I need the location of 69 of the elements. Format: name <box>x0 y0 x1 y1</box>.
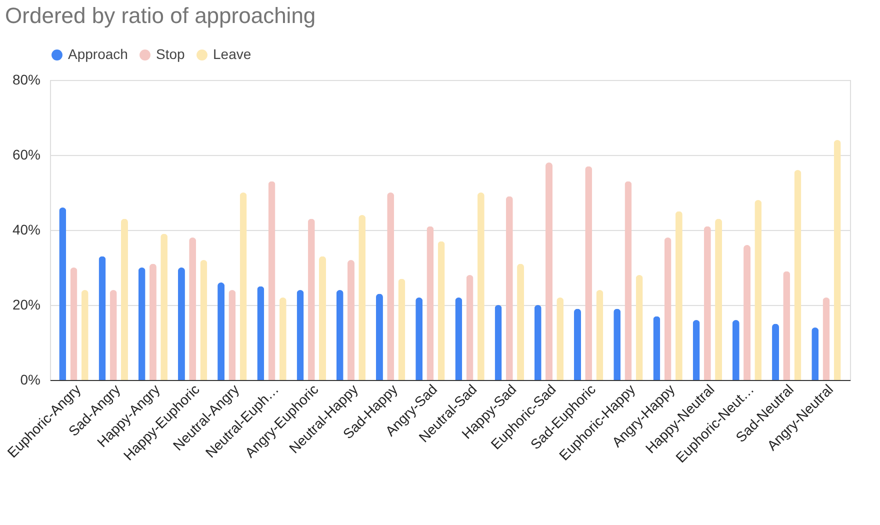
bar <box>257 286 264 380</box>
y-tick-label: 0% <box>20 372 40 388</box>
bar <box>279 298 286 380</box>
bar <box>189 238 196 380</box>
bar <box>178 268 185 380</box>
bar <box>308 218 315 380</box>
bar <box>715 218 722 380</box>
bar <box>732 320 740 380</box>
chart-title: Ordered by ratio of approaching <box>5 3 316 28</box>
bar <box>783 271 790 380</box>
legend-label: Approach <box>68 46 128 62</box>
bar <box>296 290 304 380</box>
bar <box>653 316 660 380</box>
bar <box>772 324 780 380</box>
bar <box>614 308 621 380</box>
bar <box>398 278 406 380</box>
bar <box>138 268 146 380</box>
bar <box>59 208 66 380</box>
bar <box>754 200 762 380</box>
bar <box>455 298 462 380</box>
bar <box>494 305 502 380</box>
bar <box>336 290 344 380</box>
bar <box>98 256 106 380</box>
bar <box>240 192 247 380</box>
bar <box>704 226 711 380</box>
bar <box>228 290 236 380</box>
bar <box>834 140 841 380</box>
bar <box>387 192 394 380</box>
legend-label: Stop <box>156 46 186 62</box>
bar <box>546 162 553 380</box>
bar <box>149 264 156 380</box>
y-tick-label: 20% <box>12 296 40 312</box>
bar <box>596 290 604 380</box>
bar <box>319 256 326 380</box>
bar <box>376 294 383 380</box>
y-tick-label: 40% <box>12 222 40 238</box>
bar <box>81 290 88 380</box>
bar <box>110 290 117 380</box>
bar <box>534 305 542 380</box>
bar <box>664 238 672 380</box>
bar <box>744 245 751 380</box>
bar <box>692 320 700 380</box>
bar <box>438 241 445 380</box>
bar <box>585 166 592 380</box>
legend-label: Leave <box>213 46 252 62</box>
bar <box>636 275 643 380</box>
y-tick-label: 60% <box>12 146 40 162</box>
bar <box>822 298 830 380</box>
bar <box>794 170 802 380</box>
bar <box>160 234 168 380</box>
bar <box>358 215 366 380</box>
bar <box>556 298 564 380</box>
bar <box>416 298 423 380</box>
bar <box>466 275 474 380</box>
bar <box>675 211 682 380</box>
bar <box>624 181 632 380</box>
bar <box>426 226 434 380</box>
bar <box>268 181 276 380</box>
bar <box>477 192 484 380</box>
y-tick-label: 80% <box>12 72 40 88</box>
bar <box>218 282 225 380</box>
bar <box>70 268 78 380</box>
bar <box>517 264 524 380</box>
bar <box>120 218 128 380</box>
bar <box>574 308 581 380</box>
bar <box>506 196 513 380</box>
bar <box>812 328 819 380</box>
bar <box>347 260 354 380</box>
bar <box>200 260 208 380</box>
